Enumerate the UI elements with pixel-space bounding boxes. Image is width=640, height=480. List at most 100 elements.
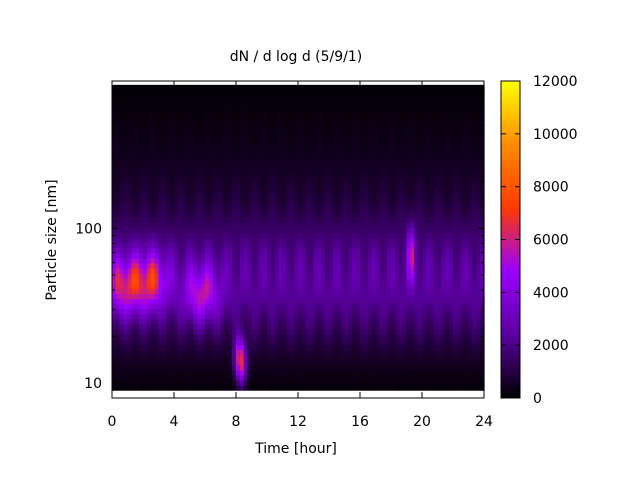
heatmap-cell (243, 288, 249, 295)
heatmap-cell (332, 217, 338, 223)
heatmap-cell (332, 242, 338, 249)
heatmap-cell (402, 298, 408, 305)
heatmap-cell (170, 84, 175, 91)
heatmap-cell (205, 115, 210, 122)
heatmap-cell (174, 125, 179, 132)
heatmap-cell (232, 84, 237, 91)
heatmap-cell (363, 273, 369, 279)
heatmap-cell (197, 161, 202, 167)
heatmap-cell (274, 186, 280, 193)
heatmap-cell (174, 237, 179, 244)
heatmap-cell (375, 212, 380, 218)
heatmap-cell (166, 257, 171, 264)
heatmap-cell (332, 227, 338, 233)
heatmap-cell (309, 278, 315, 284)
heatmap-cell (356, 115, 361, 122)
heatmap-cell (379, 186, 384, 193)
heatmap-cell (429, 354, 435, 361)
heatmap-cell (181, 156, 187, 162)
heatmap-cell (193, 278, 198, 284)
heatmap-cell (162, 318, 167, 325)
heatmap-cell (267, 283, 272, 289)
heatmap-cell (336, 89, 342, 96)
heatmap-cell (143, 161, 148, 167)
heatmap-cell (418, 283, 423, 289)
heatmap-cell (352, 298, 357, 305)
heatmap-cell (220, 84, 225, 91)
heatmap-cell (181, 140, 187, 147)
heatmap-cell (220, 181, 225, 188)
heatmap-cell (170, 212, 175, 218)
heatmap-cell (274, 247, 280, 254)
heatmap-cell (282, 196, 287, 203)
heatmap-cell (313, 278, 318, 284)
heatmap-cell (298, 293, 303, 300)
heatmap-cell (243, 222, 249, 228)
heatmap-cell (174, 369, 179, 376)
heatmap-cell (228, 344, 233, 350)
heatmap-cell (131, 329, 136, 335)
heatmap-cell (158, 186, 163, 193)
heatmap-cell (135, 176, 140, 183)
heatmap-cell (189, 242, 194, 249)
heatmap-cell (127, 115, 132, 122)
heatmap-cell (325, 166, 330, 172)
heatmap-cell (394, 166, 400, 172)
heatmap-cell (317, 181, 322, 188)
heatmap-cell (348, 308, 353, 315)
heatmap-cell (154, 385, 160, 391)
heatmap-cell (418, 359, 423, 366)
heatmap-cell (259, 298, 264, 305)
heatmap-cell (329, 135, 334, 142)
heatmap-cell (263, 166, 268, 172)
heatmap-cell (123, 298, 129, 305)
heatmap-cell (282, 145, 287, 152)
heatmap-cell (356, 379, 361, 386)
heatmap-cell (371, 95, 377, 101)
heatmap-cell (158, 267, 163, 274)
heatmap-cell (162, 334, 167, 340)
heatmap-cell (387, 201, 392, 208)
heatmap-cell (162, 100, 167, 106)
heatmap-cell (371, 318, 377, 325)
heatmap-cell (329, 379, 334, 386)
heatmap-cell (336, 237, 342, 244)
heatmap-cell (247, 115, 253, 122)
heatmap-cell (255, 222, 260, 228)
heatmap-cell (398, 217, 404, 223)
heatmap-cell (321, 339, 326, 345)
heatmap-cell (383, 308, 388, 315)
heatmap-cell (294, 95, 299, 101)
heatmap-cell (356, 273, 361, 279)
heatmap-cell (131, 166, 136, 172)
heatmap-cell (363, 186, 369, 193)
heatmap-cell (352, 222, 357, 228)
heatmap-cell (139, 95, 144, 101)
heatmap-cell (208, 166, 214, 172)
heatmap-cell (344, 156, 349, 162)
heatmap-cell (236, 145, 241, 152)
heatmap-cell (379, 385, 384, 391)
heatmap-cell (115, 334, 121, 340)
heatmap-cell (332, 206, 338, 213)
heatmap-cell (154, 303, 160, 310)
heatmap-cell (317, 374, 322, 381)
heatmap-cell (232, 89, 237, 96)
heatmap-cell (336, 298, 342, 305)
heatmap-cell (232, 145, 237, 152)
heatmap-cell (239, 191, 245, 198)
heatmap-cell (290, 176, 295, 183)
heatmap-cell (309, 329, 315, 335)
heatmap-cell (239, 171, 245, 178)
heatmap-cell (135, 227, 140, 233)
heatmap-cell (383, 115, 388, 122)
heatmap-cell (410, 298, 415, 305)
heatmap-cell (309, 303, 315, 310)
heatmap-cell (301, 374, 307, 381)
heatmap-cell (317, 318, 322, 325)
heatmap-cell (243, 217, 249, 223)
heatmap-cell (348, 313, 353, 320)
heatmap-cell (414, 252, 419, 259)
heatmap-cell (185, 247, 191, 254)
heatmap-cell (135, 247, 140, 254)
